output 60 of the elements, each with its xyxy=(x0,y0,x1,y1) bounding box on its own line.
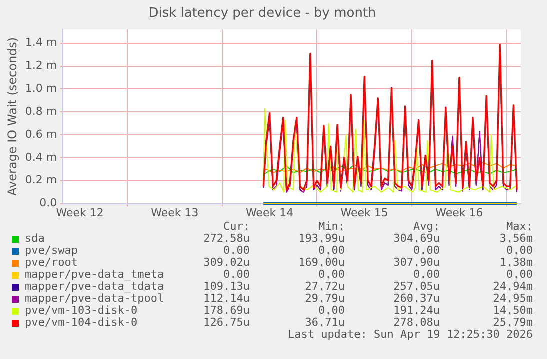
x-tick-label: Week 14 xyxy=(246,206,294,220)
text: 260.37u xyxy=(394,292,440,305)
y-tick-label: 0.6 m xyxy=(25,128,58,141)
y-tick-label: 1.0 m xyxy=(25,82,58,96)
text: 304.69u xyxy=(394,232,440,245)
y-tick-label: 1.2 m xyxy=(25,59,58,72)
text: 1.38m xyxy=(500,256,533,269)
text: Avg: xyxy=(414,220,440,233)
y-tick-label: 0.0 xyxy=(40,196,58,210)
legend-label: pve/vm-103-disk-0 xyxy=(25,304,138,317)
legend-label: pve/vm-104-disk-0 xyxy=(25,316,138,329)
text: Cur: xyxy=(224,220,250,233)
text: 0.00 xyxy=(224,244,250,257)
text: Min: xyxy=(318,220,345,233)
text: 14.50m xyxy=(493,304,533,317)
legend-label: sda xyxy=(25,232,45,245)
text: 0.00 xyxy=(224,268,250,281)
text: 169.00u xyxy=(298,256,345,269)
text: 0.00 xyxy=(414,244,440,257)
x-tick-label: Week 15 xyxy=(340,206,388,220)
text: 307.90u xyxy=(394,256,440,269)
text: 193.99u xyxy=(298,232,345,245)
text: 272.58u xyxy=(204,232,250,245)
text: 112.14u xyxy=(204,292,250,305)
y-tick-label: 0.4 m xyxy=(25,150,58,164)
text: 191.24u xyxy=(394,304,440,317)
text: 24.94m xyxy=(493,280,533,293)
text: 109.13u xyxy=(204,280,250,293)
y-tick-label: 1.4 m xyxy=(25,36,58,50)
x-tick-label: Week 12 xyxy=(56,206,104,220)
text: 3.56m xyxy=(500,232,533,245)
y-tick-label: 0.8 m xyxy=(25,104,58,118)
text: 0.00 xyxy=(414,268,440,281)
text: 126.75u xyxy=(204,316,250,329)
legend-label: mapper/pve-data_tmeta xyxy=(25,268,164,281)
text: Max: xyxy=(506,220,533,233)
legend-label: mapper/pve-data_tdata xyxy=(25,280,164,293)
legend-label: pve/swap xyxy=(25,244,78,257)
text: 0.00 xyxy=(506,268,533,281)
text: Last update: Sun Apr 19 12:25:30 2026 xyxy=(288,328,533,341)
text: 25.79m xyxy=(493,316,533,329)
text: 0.00 xyxy=(318,304,345,317)
legend-label: pve/root xyxy=(25,256,78,269)
text: 0.00 xyxy=(506,244,533,257)
x-tick-label: Week 13 xyxy=(151,206,199,220)
chart-title: Disk latency per device - by month xyxy=(148,6,376,22)
y-tick-label: 0.2 m xyxy=(25,174,58,187)
legend-label: mapper/pve-data-tpool xyxy=(25,292,164,305)
x-tick-label: Week 16 xyxy=(436,206,484,220)
text: 29.79u xyxy=(305,292,345,305)
y-axis-title: Average IO Wait (seconds) xyxy=(5,37,20,196)
text: 36.71u xyxy=(305,316,345,329)
text: 27.72u xyxy=(305,280,345,293)
text: 257.05u xyxy=(394,280,440,293)
text: 24.95m xyxy=(493,292,533,305)
text: 0.00 xyxy=(318,268,345,281)
text: 278.08u xyxy=(394,316,440,329)
text: 309.02u xyxy=(204,256,250,269)
text: 0.00 xyxy=(318,244,345,257)
text: 178.69u xyxy=(204,304,250,317)
